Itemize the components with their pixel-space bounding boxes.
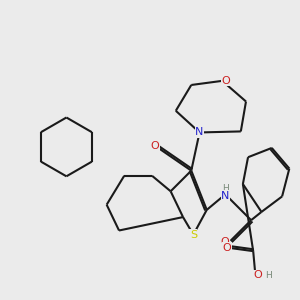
Text: N: N <box>221 191 230 201</box>
Text: O: O <box>151 141 160 152</box>
Text: O: O <box>222 243 231 253</box>
Text: S: S <box>190 230 197 240</box>
Text: O: O <box>222 76 230 86</box>
Text: H: H <box>265 271 272 280</box>
Text: O: O <box>220 237 229 248</box>
Text: H: H <box>222 184 229 193</box>
Text: N: N <box>195 128 204 137</box>
Text: O: O <box>254 270 262 280</box>
